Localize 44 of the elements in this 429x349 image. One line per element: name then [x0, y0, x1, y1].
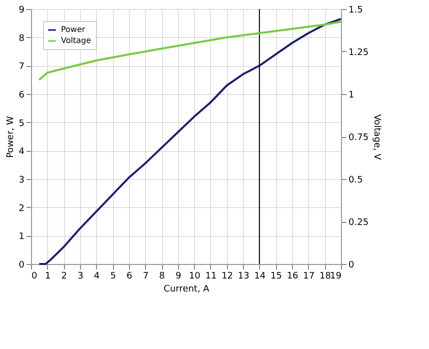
y-tick-label: 1	[18, 232, 24, 242]
legend-label: Voltage	[61, 36, 92, 45]
x-tick-label: 5	[110, 272, 116, 282]
y-tick-label: 9	[18, 6, 25, 16]
x-tick-label: 4	[94, 272, 100, 282]
x-tick-label: 13	[238, 272, 250, 282]
line-series	[38, 18, 342, 265]
x-tick-label: 19	[330, 272, 342, 282]
legend-label: Power	[61, 25, 86, 34]
y2-tick-label: 1.25	[348, 48, 369, 58]
x-tick-label: 1	[44, 272, 51, 282]
x-tick-label: 8	[159, 272, 166, 282]
y2-tick-label: 0	[348, 260, 354, 270]
x-tick-label: 7	[142, 272, 149, 282]
x-tick-label: 11	[205, 272, 217, 282]
y2-tick-label: 0.5	[348, 176, 363, 186]
x-tick-label: 10	[188, 272, 201, 282]
x-tick-label: 2	[61, 272, 67, 282]
y2-tick-label: 0.25	[348, 218, 369, 228]
y2-tick-label: 0.75	[348, 133, 369, 143]
y-tick-label: 5	[18, 118, 24, 129]
x-tick-label: 15	[270, 272, 282, 282]
x-tick-label: 9	[175, 272, 182, 282]
y-tick-label: 0	[18, 260, 25, 270]
x-tick-label: 6	[126, 272, 133, 282]
y-axis-title: Power, W	[6, 116, 16, 158]
x-tick-label: 0	[32, 272, 38, 282]
x-tick-label: 14	[254, 272, 266, 282]
y2-tick-label: 1	[348, 90, 354, 100]
x-tick-label: 17	[303, 272, 315, 282]
line-series	[38, 20, 342, 81]
y2-axis-title: Voltage, V	[372, 114, 382, 161]
x-tick-label: 18	[319, 272, 332, 282]
y2-tick-label: 1.5	[348, 6, 363, 16]
y-tick-label: 7	[18, 62, 24, 72]
x-tick-label: 3	[78, 272, 84, 282]
x-tick-label: 16	[286, 272, 299, 282]
y-tick-label: 2	[18, 204, 24, 214]
y-tick-label: 8	[18, 34, 25, 44]
y-tick-label: 3	[18, 176, 24, 186]
y-tick-label: 6	[18, 90, 25, 100]
y-tick-label: 4	[18, 147, 25, 158]
x-tick-label: 12	[222, 272, 234, 282]
x-axis-title: Current, A	[164, 284, 210, 294]
